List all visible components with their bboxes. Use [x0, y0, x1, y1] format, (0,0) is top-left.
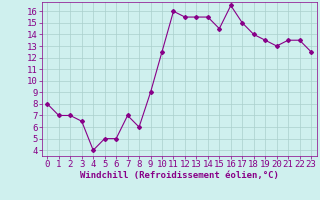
X-axis label: Windchill (Refroidissement éolien,°C): Windchill (Refroidissement éolien,°C): [80, 171, 279, 180]
